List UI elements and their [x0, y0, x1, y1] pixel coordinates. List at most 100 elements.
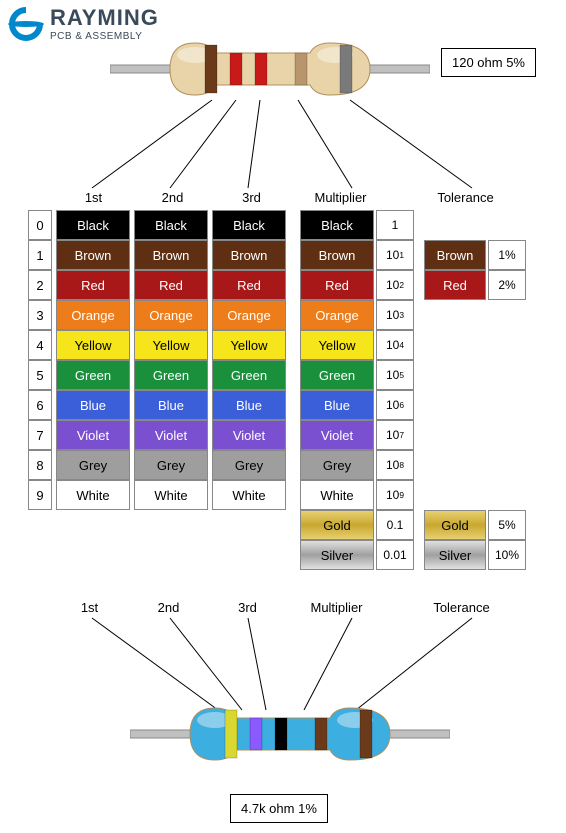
row-index: 9: [28, 480, 52, 510]
multiplier-cell: Violet: [300, 420, 374, 450]
column-headers: 1st 2nd 3rd Multiplier Tolerance: [28, 190, 503, 205]
multiplier-cell: White: [300, 480, 374, 510]
multiplier-value: 1: [376, 210, 414, 240]
bottom-header-2nd: 2nd: [131, 600, 206, 615]
digit3-cell: Blue: [212, 390, 286, 420]
digit2-cell: Green: [134, 360, 208, 390]
color-row: 3OrangeOrangeOrangeOrange103: [28, 300, 526, 330]
digit2-cell: Grey: [134, 450, 208, 480]
header-1st: 1st: [56, 190, 131, 205]
top-resistor: [110, 25, 430, 120]
bottom-column-headers: 1st 2nd 3rd Multiplier Tolerance: [52, 600, 499, 615]
header-multiplier: Multiplier: [303, 190, 378, 205]
digit3-cell: Orange: [212, 300, 286, 330]
multiplier-value: 0.01: [376, 540, 414, 570]
digit2-cell: White: [134, 480, 208, 510]
digit1-cell: Blue: [56, 390, 130, 420]
tolerance-value: 5%: [488, 510, 526, 540]
color-row-extra: Silver0.01Silver10%: [28, 540, 526, 570]
tolerance-cell: Red: [424, 270, 486, 300]
row-index: 3: [28, 300, 52, 330]
multiplier-cell: Blue: [300, 390, 374, 420]
color-row-extra: Gold0.1Gold5%: [28, 510, 526, 540]
multiplier-cell: Red: [300, 270, 374, 300]
digit1-cell: Orange: [56, 300, 130, 330]
multiplier-value: 101: [376, 240, 414, 270]
bottom-header-3rd: 3rd: [210, 600, 285, 615]
bottom-header-tolerance: Tolerance: [424, 600, 499, 615]
multiplier-value: 107: [376, 420, 414, 450]
digit3-cell: Grey: [212, 450, 286, 480]
row-index: 8: [28, 450, 52, 480]
bottom-header-1st: 1st: [52, 600, 127, 615]
bottom-resistor-value: 4.7k ohm 1%: [230, 794, 328, 823]
digit2-cell: Brown: [134, 240, 208, 270]
row-index: 4: [28, 330, 52, 360]
multiplier-value: 108: [376, 450, 414, 480]
digit2-cell: Violet: [134, 420, 208, 450]
multiplier-value: 106: [376, 390, 414, 420]
digit3-cell: Red: [212, 270, 286, 300]
digit1-cell: Red: [56, 270, 130, 300]
multiplier-value: 102: [376, 270, 414, 300]
multiplier-cell: Green: [300, 360, 374, 390]
digit1-cell: Brown: [56, 240, 130, 270]
digit3-cell: Green: [212, 360, 286, 390]
top-resistor-value: 120 ohm 5%: [441, 48, 536, 77]
multiplier-value: 109: [376, 480, 414, 510]
digit3-cell: Violet: [212, 420, 286, 450]
color-row: 4YellowYellowYellowYellow104: [28, 330, 526, 360]
digit3-cell: Black: [212, 210, 286, 240]
multiplier-cell: Black: [300, 210, 374, 240]
digit1-cell: White: [56, 480, 130, 510]
row-index: 1: [28, 240, 52, 270]
digit1-cell: Violet: [56, 420, 130, 450]
color-row: 7VioletVioletVioletViolet107: [28, 420, 526, 450]
multiplier-value: 104: [376, 330, 414, 360]
multiplier-value: 0.1: [376, 510, 414, 540]
tolerance-value: 1%: [488, 240, 526, 270]
digit1-cell: Yellow: [56, 330, 130, 360]
row-index: 0: [28, 210, 52, 240]
multiplier-value: 103: [376, 300, 414, 330]
color-code-table: 0BlackBlackBlackBlack11BrownBrownBrownBr…: [28, 210, 526, 570]
bottom-resistor: [130, 690, 450, 785]
logo-icon: [8, 6, 44, 42]
tolerance-cell: Brown: [424, 240, 486, 270]
digit3-cell: White: [212, 480, 286, 510]
multiplier-cell: Orange: [300, 300, 374, 330]
digit2-cell: Yellow: [134, 330, 208, 360]
digit2-cell: Orange: [134, 300, 208, 330]
row-index: 6: [28, 390, 52, 420]
digit2-cell: Black: [134, 210, 208, 240]
bottom-header-multiplier: Multiplier: [299, 600, 374, 615]
tolerance-value: 10%: [488, 540, 526, 570]
digit1-cell: Black: [56, 210, 130, 240]
color-row: 9WhiteWhiteWhiteWhite109: [28, 480, 526, 510]
color-row: 0BlackBlackBlackBlack1: [28, 210, 526, 240]
digit3-cell: Brown: [212, 240, 286, 270]
digit3-cell: Yellow: [212, 330, 286, 360]
tolerance-cell: Silver: [424, 540, 486, 570]
row-index: 2: [28, 270, 52, 300]
multiplier-value: 105: [376, 360, 414, 390]
tolerance-cell: Gold: [424, 510, 486, 540]
header-tolerance: Tolerance: [428, 190, 503, 205]
header-3rd: 3rd: [214, 190, 289, 205]
digit1-cell: Green: [56, 360, 130, 390]
color-row: 1BrownBrownBrownBrown101Brown1%: [28, 240, 526, 270]
header-2nd: 2nd: [135, 190, 210, 205]
color-row: 6BlueBlueBlueBlue106: [28, 390, 526, 420]
multiplier-cell: Gold: [300, 510, 374, 540]
digit1-cell: Grey: [56, 450, 130, 480]
multiplier-cell: Silver: [300, 540, 374, 570]
row-index: 5: [28, 360, 52, 390]
digit2-cell: Red: [134, 270, 208, 300]
color-row: 5GreenGreenGreenGreen105: [28, 360, 526, 390]
color-row: 8GreyGreyGreyGrey108: [28, 450, 526, 480]
color-row: 2RedRedRedRed102Red2%: [28, 270, 526, 300]
multiplier-cell: Brown: [300, 240, 374, 270]
multiplier-cell: Grey: [300, 450, 374, 480]
tolerance-value: 2%: [488, 270, 526, 300]
row-index: 7: [28, 420, 52, 450]
